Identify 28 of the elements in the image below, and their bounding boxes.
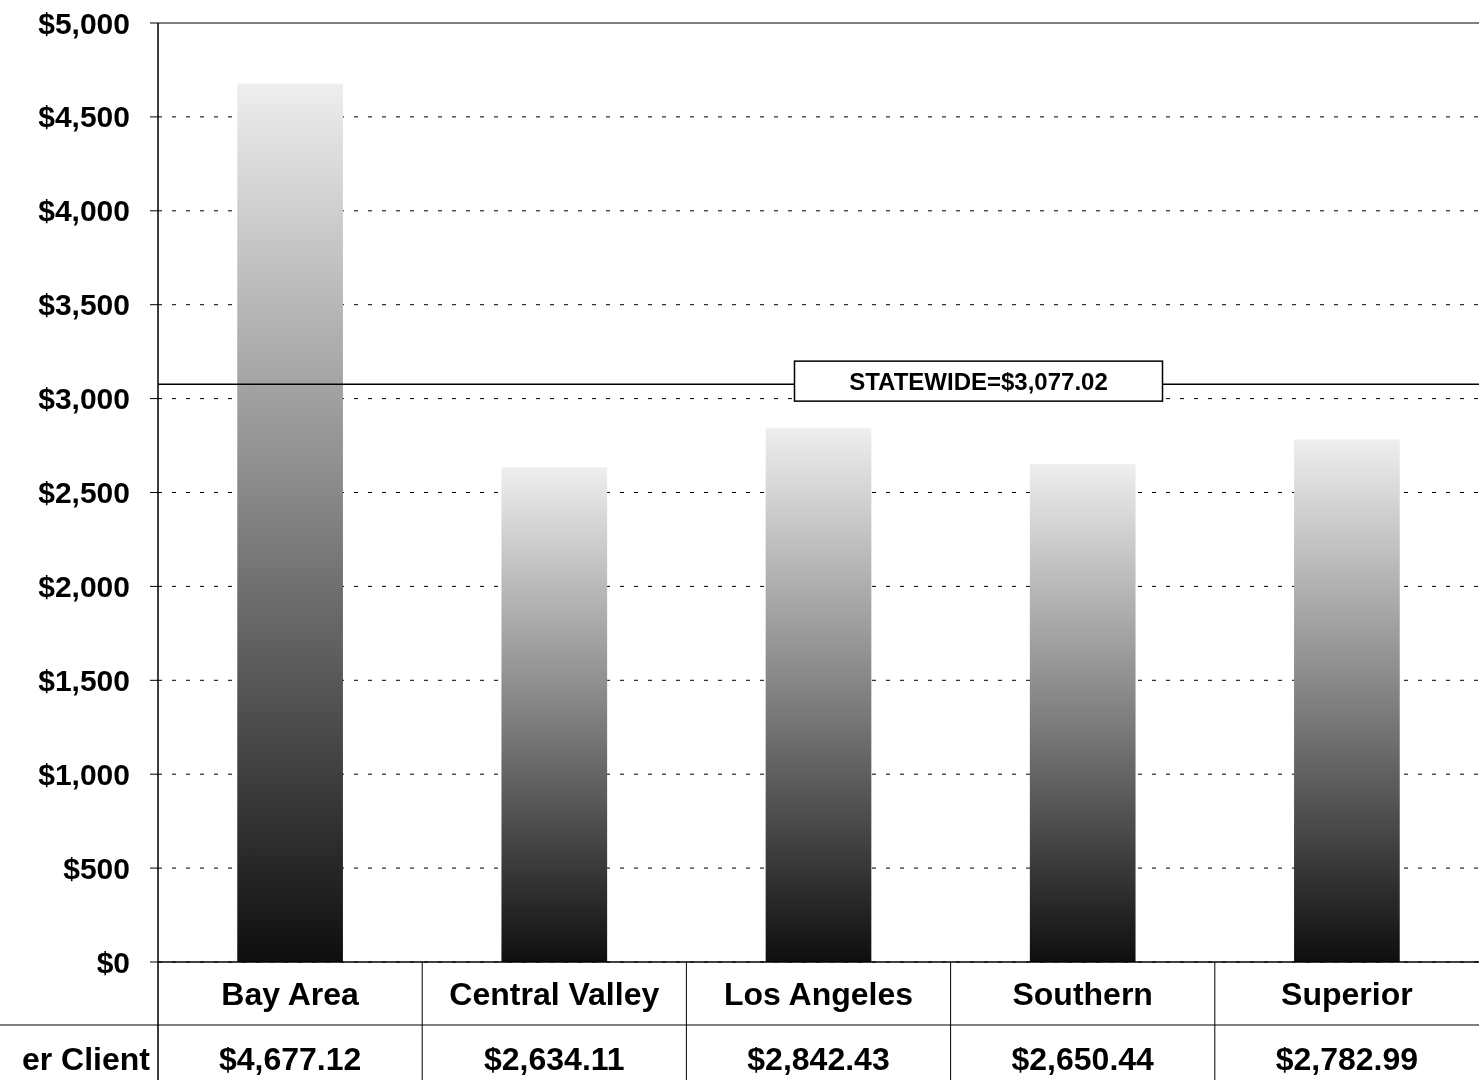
bar [1294, 439, 1400, 962]
x-tick-label: Superior [1281, 975, 1413, 1012]
y-tick-label: $1,500 [38, 663, 130, 697]
bar [501, 467, 608, 962]
data-label: $2,650.44 [1011, 1040, 1155, 1077]
y-tick-label: $500 [63, 851, 130, 885]
bar [1029, 464, 1136, 962]
bar [765, 428, 872, 962]
y-tick-label: $2,000 [38, 569, 130, 603]
data-label: $2,842.43 [747, 1040, 890, 1077]
text: er Client [21, 1040, 151, 1077]
y-tick-label: $4,000 [38, 194, 130, 228]
y-tick-label: $2,500 [38, 476, 130, 509]
x-tick-label: Central Valley [449, 975, 660, 1012]
x-tick-label: Southern [1012, 975, 1153, 1012]
y-tick-label: $0 [96, 945, 130, 979]
y-tick-label: $1,000 [38, 757, 130, 791]
data-label: $2,634.11 [484, 1040, 625, 1077]
ref-line-label: STATEWIDE=$3,077.02 [849, 367, 1108, 395]
bar [237, 83, 343, 962]
y-tick-label: $4,500 [38, 100, 130, 134]
y-tick-label: $3,000 [38, 382, 130, 416]
x-tick-label: Bay Area [221, 975, 360, 1012]
y-tick-label: $3,500 [38, 288, 130, 322]
data-label: $2,782.99 [1275, 1040, 1419, 1077]
x-tick-label: Los Angeles [723, 975, 914, 1012]
data-label: $4,677.12 [218, 1040, 362, 1077]
y-tick-label: $5,000 [38, 6, 130, 40]
